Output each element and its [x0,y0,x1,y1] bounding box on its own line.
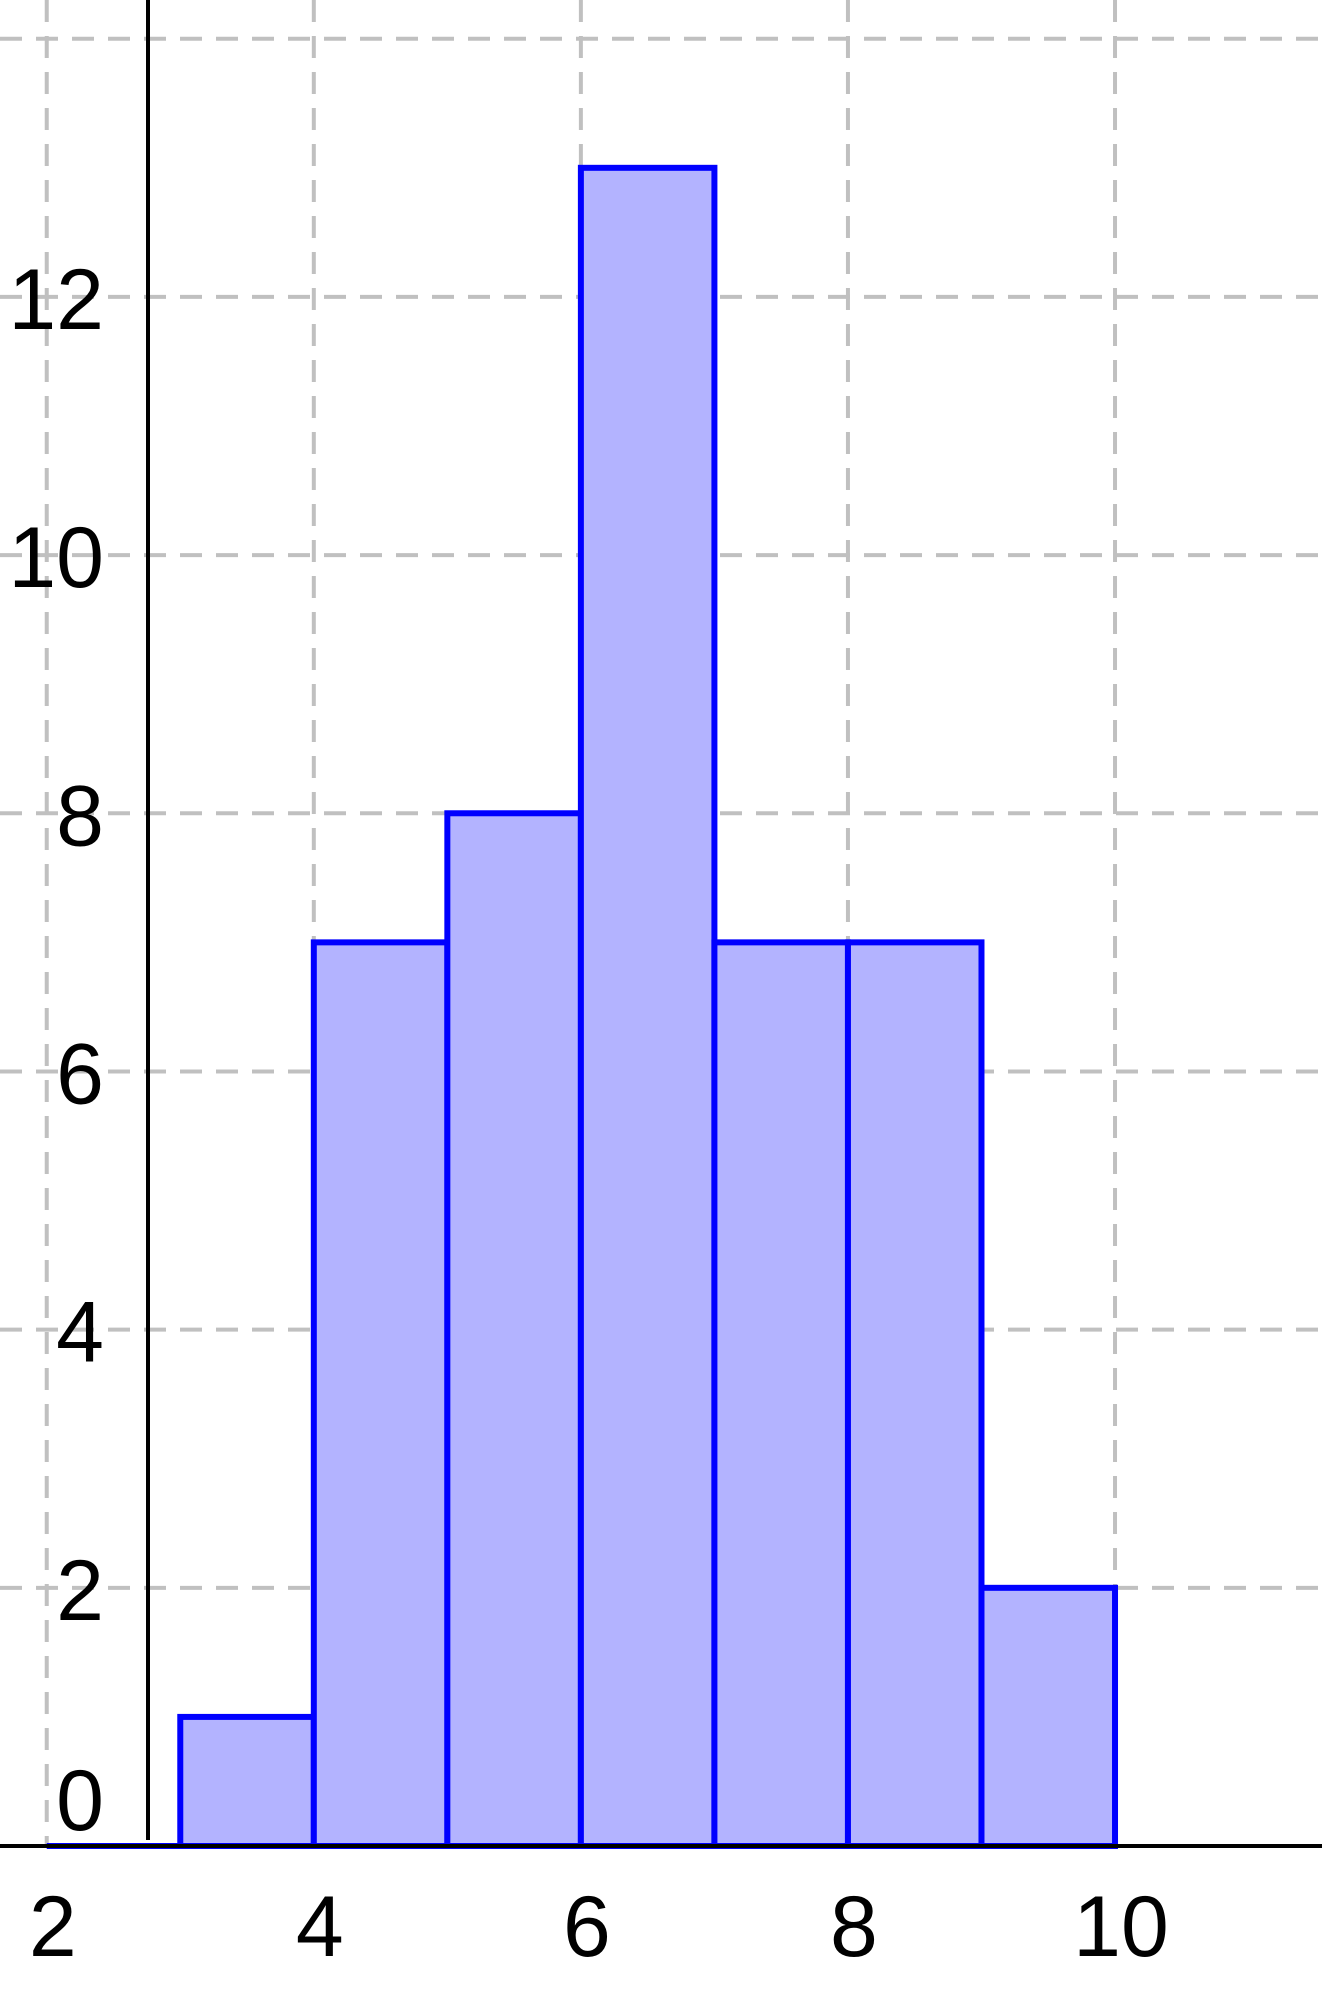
y-tick-label-0: 0 [56,1753,104,1849]
x-tick-label-4: 4 [296,1879,344,1975]
histogram-bar-2 [310,939,451,1849]
y-tick-label-12: 12 [8,252,104,348]
y-tick-label-4: 4 [56,1285,104,1381]
x-tick-label-8: 8 [830,1879,878,1975]
histogram-bar-4 [577,164,718,1849]
axes [0,0,1322,1848]
x-tick-label-2: 2 [29,1879,77,1975]
x-tick-label-10: 10 [1073,1879,1169,1975]
histogram-bar-3 [444,810,584,1849]
y-tick-label-10: 10 [8,510,104,606]
histogram-bar-7 [978,1584,1119,1850]
histogram-bars [46,164,1119,1850]
y-tick-label-6: 6 [56,1026,104,1122]
histogram-bar-1 [177,1713,317,1849]
histogram-bar-6 [844,939,985,1849]
y-tick-labels: 0 2 4 6 8 10 12 [8,252,104,1849]
y-tick-label-8: 8 [56,768,104,864]
x-tick-labels: 2 4 6 8 10 [29,1879,1169,1975]
x-tick-label-6: 6 [563,1879,611,1975]
histogram-bar-5 [711,939,851,1849]
y-tick-label-2: 2 [56,1543,104,1639]
